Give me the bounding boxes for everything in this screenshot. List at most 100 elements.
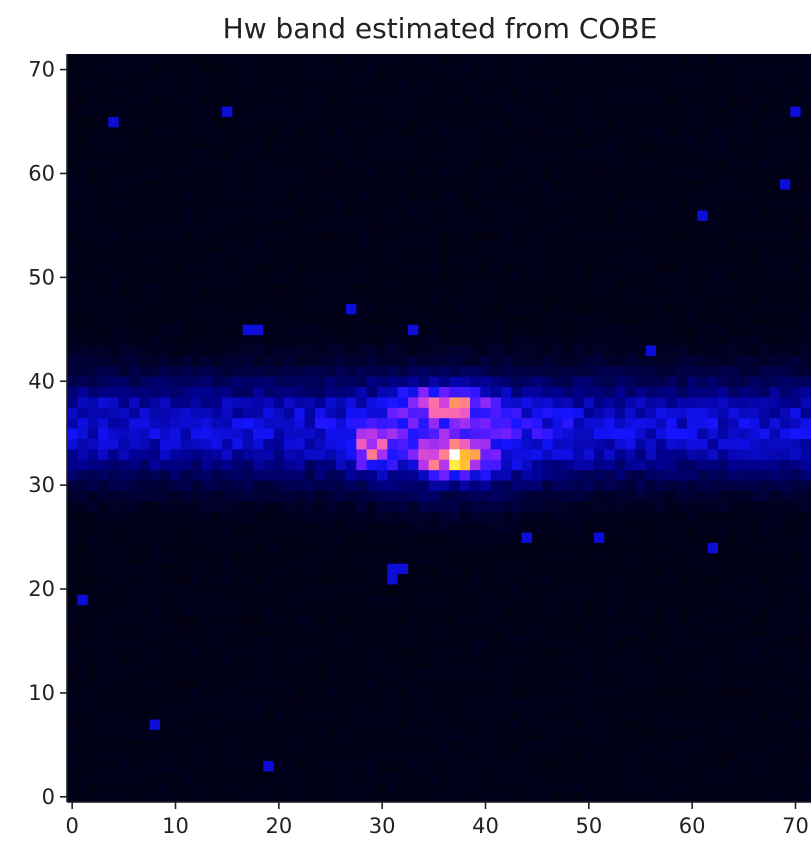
heatmap-cell	[67, 729, 78, 741]
heatmap-cell	[149, 791, 161, 803]
heatmap-cell	[563, 209, 574, 221]
heatmap-cell	[191, 105, 202, 117]
heatmap-cell	[211, 324, 223, 336]
heatmap-cell	[149, 428, 161, 439]
heatmap-cell	[583, 677, 595, 689]
heatmap-cell	[470, 791, 481, 803]
heatmap-cell	[697, 241, 709, 252]
heatmap-cell	[490, 230, 502, 242]
heatmap-cell	[687, 687, 698, 699]
heatmap-cell	[149, 407, 161, 419]
heatmap-cell	[346, 334, 357, 346]
heatmap-cell	[67, 448, 78, 460]
heatmap-cell	[98, 355, 109, 367]
heatmap-cell	[77, 573, 89, 585]
heatmap-cell	[645, 199, 657, 211]
heatmap-cell	[335, 511, 347, 523]
heatmap-cell	[87, 116, 99, 128]
heatmap-cell	[170, 583, 182, 595]
heatmap-cell	[160, 282, 171, 294]
heatmap-cell	[211, 147, 223, 159]
heatmap-cell	[604, 666, 616, 678]
heatmap-cell	[67, 168, 78, 180]
heatmap-cell	[242, 147, 254, 159]
heatmap-cell	[346, 292, 357, 304]
heatmap-cell	[180, 500, 192, 512]
heatmap-cell	[728, 791, 740, 803]
heatmap-cell	[304, 739, 316, 751]
heatmap-cell	[749, 241, 760, 252]
heatmap-cell	[232, 261, 244, 273]
heatmap-cell	[697, 459, 709, 471]
heatmap-cell	[222, 635, 233, 647]
heatmap-cell	[676, 625, 688, 637]
heatmap-cell	[439, 189, 450, 201]
heatmap-cell	[160, 137, 171, 149]
heatmap-cell	[149, 292, 161, 304]
heatmap-cell	[594, 615, 605, 626]
heatmap-cell	[470, 448, 481, 460]
heatmap-cell	[552, 137, 564, 149]
heatmap-cell	[366, 116, 378, 128]
heatmap-cell	[118, 573, 130, 585]
heatmap-cell	[87, 303, 99, 315]
heatmap-cell	[356, 552, 368, 564]
heatmap-cell	[325, 479, 337, 491]
heatmap-cell	[418, 479, 430, 491]
heatmap-cell	[759, 594, 771, 606]
heatmap-cell	[439, 396, 450, 408]
heatmap-cell	[180, 344, 192, 356]
heatmap-cell	[718, 479, 729, 491]
heatmap-cell	[790, 511, 802, 523]
heatmap-cell	[563, 178, 574, 190]
heatmap-cell	[501, 459, 512, 471]
heatmap-cell	[149, 521, 161, 533]
heatmap-cell	[645, 428, 657, 439]
heatmap-cell	[480, 739, 492, 751]
heatmap-cell	[170, 760, 182, 772]
heatmap-cell	[552, 459, 564, 471]
heatmap-cell	[428, 563, 440, 575]
heatmap-cell	[511, 376, 523, 388]
heatmap-cell	[635, 698, 647, 710]
heatmap-cell	[687, 479, 698, 491]
heatmap-cell	[98, 448, 109, 460]
heatmap-cell	[521, 718, 533, 730]
heatmap-cell	[294, 791, 306, 803]
heatmap-cell	[211, 313, 223, 325]
heatmap-cell	[263, 407, 275, 419]
heatmap-cell	[294, 417, 306, 429]
heatmap-cell	[614, 199, 626, 211]
heatmap-cell	[625, 147, 636, 159]
heatmap-cell	[573, 407, 585, 419]
heatmap-cell	[346, 542, 357, 554]
heatmap-cell	[749, 469, 760, 481]
heatmap-cell	[139, 137, 151, 149]
heatmap-cell	[108, 428, 120, 439]
heatmap-cell	[356, 116, 368, 128]
heatmap-cell	[780, 251, 791, 263]
heatmap-cell	[594, 708, 605, 720]
heatmap-cell	[552, 698, 564, 710]
heatmap-cell	[542, 656, 554, 668]
heatmap-cell	[614, 168, 626, 180]
heatmap-cell	[284, 168, 295, 180]
heatmap-cell	[800, 251, 811, 263]
heatmap-cell	[769, 583, 781, 595]
heatmap-cell	[428, 261, 440, 273]
heatmap-cell	[645, 209, 657, 221]
heatmap-cell	[738, 646, 750, 658]
heatmap-cell	[201, 573, 213, 585]
heatmap-cell	[366, 615, 378, 626]
heatmap-cell	[707, 396, 719, 408]
heatmap-cell	[604, 105, 616, 117]
heatmap-cell	[118, 490, 130, 502]
heatmap-cell	[77, 261, 89, 273]
heatmap-cell	[625, 282, 636, 294]
heatmap-cell	[428, 189, 440, 201]
heatmap-cell	[800, 708, 811, 720]
heatmap-cell	[139, 739, 151, 751]
heatmap-cell	[521, 469, 533, 481]
heatmap-cell	[366, 417, 378, 429]
heatmap-cell	[645, 594, 657, 606]
